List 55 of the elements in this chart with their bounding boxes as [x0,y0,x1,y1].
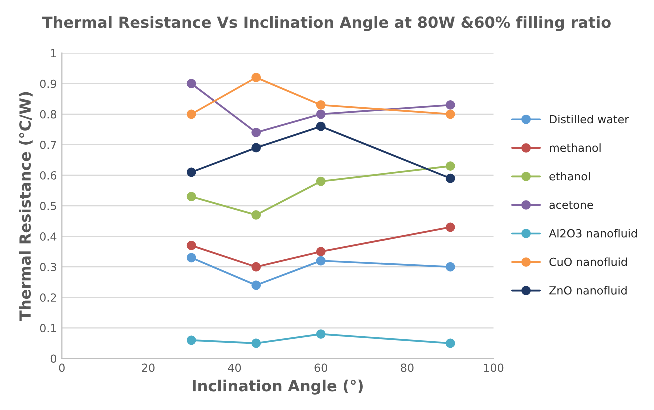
y-axis-title: Thermal Resistance (°C/W) [19,92,33,321]
chart-title: Thermal Resistance Vs Inclination Angle at 80W &60% filling ratio [42,16,611,32]
point [186,241,196,250]
y-tick-label: 1 [51,49,56,58]
legend-label: methanol [550,144,601,152]
point [446,174,456,184]
point [316,100,326,110]
y-tick-label: 0.6 [40,171,57,180]
y-tick-label: 0.2 [40,294,56,302]
legend-label: ethanol [550,172,590,181]
x-tick-label: 100 [484,364,504,372]
point [252,338,262,348]
y-tick-label: 0.3 [40,263,56,272]
point [252,210,262,220]
x-axis-title: Inclination Angle (°) [193,380,363,395]
point [186,79,196,89]
point [446,162,456,172]
legend-label: acetone [550,201,594,210]
legend-label: Distilled water [550,115,630,124]
point [186,110,196,120]
point [252,128,262,138]
legend-label: CuO nanofluid [550,258,628,266]
point [252,280,262,290]
point [316,176,326,186]
point [252,73,262,82]
y-tick-label: 0.5 [40,202,56,210]
y-tick-label: 0 [50,354,57,364]
point [446,262,456,272]
point [316,247,326,257]
y-tick-label: 0.9 [40,80,56,88]
point [186,168,196,178]
point [446,110,456,120]
y-tick-label: 0.1 [40,324,56,333]
x-tick-label: 40 [228,364,242,372]
point [252,262,262,272]
x-tick-label: 80 [401,364,414,372]
point [316,110,326,120]
point [446,100,456,110]
point [186,336,196,346]
point [316,330,326,339]
point [252,143,262,153]
x-tick-label: 60 [314,364,328,372]
point [446,222,456,232]
x-tick-label: 20 [142,364,155,372]
x-tick-label: 0 [59,364,65,372]
y-tick-label: 0.8 [40,110,57,119]
legend-label: Al2O3 nanofluid [549,229,638,238]
point [316,122,326,132]
legend-label: ZnO nanofluid [550,286,627,295]
point [316,256,326,266]
point [186,253,196,263]
point [446,338,456,348]
point [186,192,196,202]
y-tick-label: 0.7 [40,140,56,150]
y-tick-label: 0.4 [40,232,57,241]
